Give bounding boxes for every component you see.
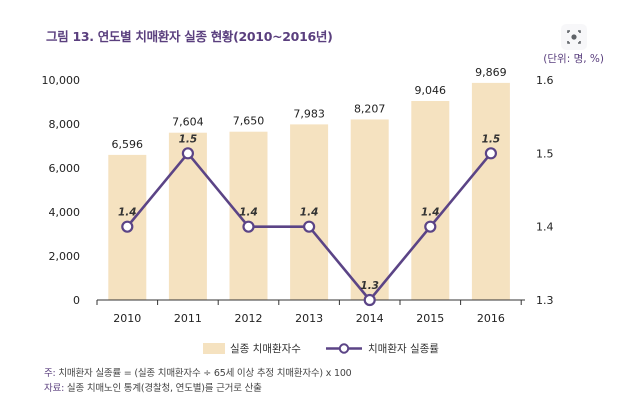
lens-icon[interactable] [561, 24, 587, 50]
right-tick-label: 1.4 [536, 221, 554, 234]
rate-point [242, 220, 255, 233]
left-tick-label: 0 [73, 294, 80, 307]
legend-line-label: 치매환자 실종률 [368, 343, 439, 355]
rate-label: 1.3 [360, 280, 379, 292]
left-tick-label: 10,000 [42, 74, 81, 87]
legend-bar-swatch [203, 343, 225, 354]
rate-point [424, 220, 437, 233]
right-tick-label: 1.3 [536, 294, 554, 307]
x-tick-label: 2014 [356, 312, 384, 325]
rate-label: 1.4 [118, 207, 137, 219]
rate-point [303, 220, 316, 233]
rate-point [121, 220, 134, 233]
line-series: 1.4 1.5 1.4 1.4 1.3 1.4 1.5 [118, 133, 501, 307]
lens-glyph [567, 30, 581, 44]
left-tick-label: 2,000 [49, 250, 81, 263]
note-prefix: 주: [44, 368, 56, 379]
rate-point [181, 147, 194, 160]
rate-label: 1.4 [300, 207, 319, 219]
source: 자료: 실종 치매노인 통계(경찰청, 연도별)를 근거로 산출 [44, 380, 262, 394]
bar-value-label: 9,046 [415, 84, 447, 97]
bar [471, 82, 510, 300]
note-text: 치매환자 실종률 = (실종 치매환자수 ÷ 65세 이상 추정 치매환자수) … [58, 368, 352, 379]
x-tick-label: 2010 [113, 312, 141, 325]
left-tick-label: 8,000 [49, 118, 81, 131]
left-tick-label: 4,000 [49, 206, 81, 219]
bar-value-label: 7,983 [293, 107, 325, 120]
bar-labels: 6,596 7,604 7,650 7,983 8,207 9,046 9,869 [112, 66, 507, 151]
bar-series [108, 82, 510, 301]
legend: 실종 치매환자수 치매환자 실종률 [203, 343, 439, 355]
rate-label: 1.4 [421, 207, 440, 219]
figure-title: 그림 13. 연도별 치매환자 실종 현황(2010~2016년) [46, 29, 333, 44]
source-text: 실종 치매노인 통계(경찰청, 연도별)를 근거로 산출 [66, 383, 262, 394]
x-tick-label: 2012 [235, 312, 263, 325]
bar [229, 131, 268, 300]
source-prefix: 자료: [44, 383, 65, 394]
bar-value-label: 8,207 [354, 102, 386, 115]
x-axis-ticks: 2010 2011 2012 2013 2014 2015 2016 [96, 300, 522, 325]
rate-label: 1.5 [482, 133, 501, 145]
left-axis: 0 2,000 4,000 6,000 8,000 10,000 [42, 74, 81, 307]
bar-value-label: 9,869 [475, 66, 507, 79]
bar [290, 124, 329, 301]
bar-value-label: 6,596 [112, 138, 144, 151]
right-tick-label: 1.5 [536, 147, 554, 160]
legend-bar-label: 실종 치매환자수 [230, 343, 301, 355]
rate-point [363, 293, 376, 307]
x-tick-label: 2013 [295, 312, 323, 325]
right-tick-label: 1.6 [536, 74, 554, 87]
x-tick-label: 2015 [416, 312, 444, 325]
note: 주: 치매환자 실종률 = (실종 치매환자수 ÷ 65세 이상 추정 치매환자… [44, 365, 352, 379]
x-tick-label: 2011 [174, 312, 202, 325]
rate-point [484, 147, 497, 160]
bar [168, 132, 207, 300]
bar [350, 119, 389, 300]
rate-label: 1.4 [239, 207, 258, 219]
right-axis: 1.3 1.4 1.5 1.6 [536, 74, 554, 307]
unit-label: (단위: 명, %) [543, 52, 604, 65]
bar-value-label: 7,650 [233, 115, 265, 128]
left-tick-label: 6,000 [49, 162, 81, 175]
bar [411, 100, 450, 300]
bar-value-label: 7,604 [172, 116, 204, 129]
rate-label: 1.5 [179, 133, 198, 145]
legend-line-marker [338, 343, 350, 354]
x-tick-label: 2016 [477, 312, 505, 325]
